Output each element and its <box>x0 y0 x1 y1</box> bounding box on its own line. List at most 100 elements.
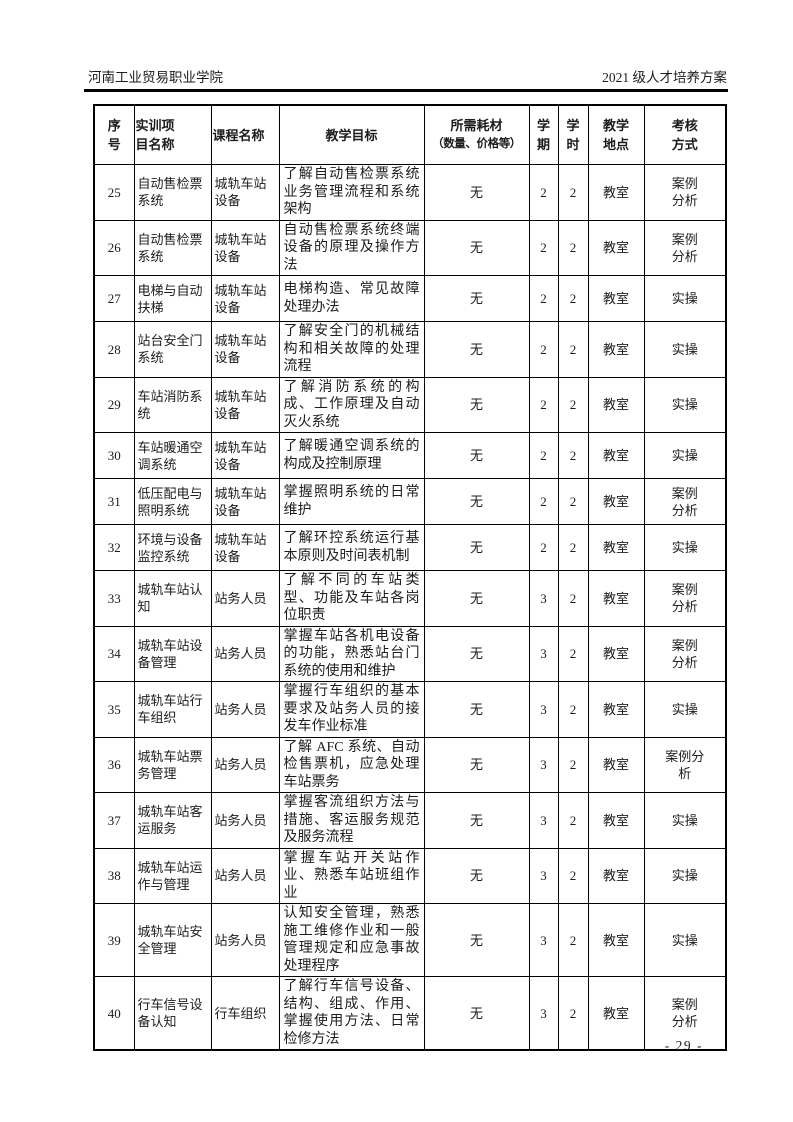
table-row: 27 电梯与自动扶梯 城轨车站设备 电梯构造、常见故障处理办法无 2 2 教室 实操 <box>93 275 727 322</box>
cell-assessment: 案例 分析 <box>643 625 727 682</box>
cell-location: 教室 <box>587 164 645 221</box>
cell-objective: 自动售检票系统终端设备的原理及操作方法 <box>278 219 425 276</box>
cell-no: 39 <box>93 903 135 977</box>
cell-course: 站务人员 <box>210 847 280 904</box>
cell-course: 站务人员 <box>210 736 280 793</box>
cell-course: 城轨车站设备 <box>210 432 280 479</box>
cell-location: 教室 <box>587 847 645 904</box>
cell-objective: 掌握车站各机电设备的功能，熟悉站台门系统的使用和维护 <box>278 625 425 682</box>
cell-consumables: 无 <box>423 847 530 904</box>
cell-location: 教室 <box>587 625 645 682</box>
table-header-row: 序 号 实训项 目名称 课程名称 教学目标 所需耗材 （数量、价格等） <box>93 104 727 165</box>
cell-no: 25 <box>93 164 135 221</box>
cell-assessment: 实操 <box>643 524 727 571</box>
cell-project: 城轨车站票务管理 <box>133 736 212 793</box>
cell-no: 33 <box>93 570 135 627</box>
cell-no: 32 <box>93 524 135 571</box>
table-header: 序 号 实训项 目名称 课程名称 教学目标 所需耗材 （数量、价格等） <box>93 104 727 165</box>
cell-semester: 3 <box>528 681 559 738</box>
cell-no: 34 <box>93 625 135 682</box>
table-row: 38 城轨车站运作与管理 站务人员 掌握车站开关站作业、熟悉车站班组作业无 3 2 教室 实操 <box>93 847 727 904</box>
cell-no: 35 <box>93 681 135 738</box>
column-header-hours: 学 时 <box>557 104 589 165</box>
table-row: 31 低压配电与照明系统 城轨车站设备 掌握照明系统的日常维护无 2 2 教室 案例 分析 <box>93 478 727 525</box>
cell-assessment: 实操 <box>643 321 727 378</box>
cell-hours: 2 <box>557 219 589 276</box>
header-line: 教学目标 <box>325 127 378 143</box>
cell-course: 城轨车站设备 <box>210 524 280 571</box>
cell-course: 城轨车站设备 <box>210 376 280 433</box>
cell-course: 城轨车站设备 <box>210 478 280 525</box>
cell-location: 教室 <box>587 321 645 378</box>
header-line: 目名称 <box>135 137 175 152</box>
cell-objective: 了解消防系统的构成、工作原理及自动灭火系统 <box>278 376 425 433</box>
cell-consumables: 无 <box>423 625 530 682</box>
column-header-project: 实训项 目名称 <box>133 104 212 165</box>
cell-project: 自动售检票系统 <box>133 219 212 276</box>
cell-semester: 3 <box>528 625 559 682</box>
cell-semester: 2 <box>528 478 559 525</box>
cell-semester: 2 <box>528 321 559 378</box>
cell-project: 城轨车站认知 <box>133 570 212 627</box>
cell-assessment: 实操 <box>643 847 727 904</box>
cell-course: 站务人员 <box>210 625 280 682</box>
cell-location: 教室 <box>587 275 645 322</box>
column-header-location: 教学 地点 <box>587 104 645 165</box>
cell-consumables: 无 <box>423 478 530 525</box>
table-row: 33 城轨车站认知 站务人员 了解不同的车站类型、功能及车站各岗位职责无 3 2 教室 案例 … <box>93 570 727 627</box>
header-line: 教学 <box>602 118 629 133</box>
cell-semester: 3 <box>528 847 559 904</box>
cell-hours: 2 <box>557 847 589 904</box>
cell-hours: 2 <box>557 376 589 433</box>
cell-no: 26 <box>93 219 135 276</box>
cell-no: 29 <box>93 376 135 433</box>
header-line: 期 <box>536 137 550 152</box>
cell-objective: 了解安全门的机械结构和相关故障的处理流程 <box>278 321 425 378</box>
cell-no: 31 <box>93 478 135 525</box>
cell-objective: 掌握照明系统的日常维护 <box>278 478 425 525</box>
cell-objective: 认知安全管理，熟悉施工维修作业和一般管理规定和应急事故处理程序 <box>278 903 425 977</box>
cell-semester: 2 <box>528 164 559 221</box>
cell-assessment: 实操 <box>643 275 727 322</box>
cell-consumables: 无 <box>423 432 530 479</box>
cell-project: 城轨车站设备管理 <box>133 625 212 682</box>
cell-hours: 2 <box>557 976 589 1051</box>
cell-assessment: 案例分 析 <box>643 736 727 793</box>
table-body: 25 自动售检票系统 城轨车站设备 了解自动售检票系统业务管理流程和系统架构无 2 2 教室… <box>93 164 727 1051</box>
cell-objective: 电梯构造、常见故障处理办法 <box>278 275 425 322</box>
cell-objective: 掌握客流组织方法与措施、客运服务规范及服务流程 <box>278 792 425 849</box>
cell-consumables: 无 <box>423 376 530 433</box>
cell-assessment: 实操 <box>643 376 727 433</box>
cell-course: 站务人员 <box>210 903 280 977</box>
table-row: 36 城轨车站票务管理 站务人员 了解 AFC 系统、自动检售票机，应急处理车站票务无… <box>93 736 727 793</box>
cell-semester: 3 <box>528 570 559 627</box>
cell-course: 城轨车站设备 <box>210 164 280 221</box>
training-program-table: 序 号 实训项 目名称 课程名称 教学目标 所需耗材 （数量、价格等） <box>93 104 727 1051</box>
cell-assessment: 实操 <box>643 681 727 738</box>
cell-location: 教室 <box>587 219 645 276</box>
cell-project: 城轨车站运作与管理 <box>133 847 212 904</box>
cell-project: 城轨车站行车组织 <box>133 681 212 738</box>
column-header-semester: 学 期 <box>528 104 559 165</box>
cell-hours: 2 <box>557 570 589 627</box>
cell-project: 车站消防系统 <box>133 376 212 433</box>
table-row: 34 城轨车站设备管理 站务人员 掌握车站各机电设备的功能，熟悉站台门系统的使用和维护… <box>93 625 727 682</box>
cell-location: 教室 <box>587 903 645 977</box>
table-row: 37 城轨车站客运服务 站务人员 掌握客流组织方法与措施、客运服务规范及服务流程无 3 2… <box>93 792 727 849</box>
cell-no: 27 <box>93 275 135 322</box>
cell-objective: 了解暖通空调系统的构成及控制原理 <box>278 432 425 479</box>
cell-hours: 2 <box>557 524 589 571</box>
header-divider-rule <box>84 89 728 92</box>
table-row: 25 自动售检票系统 城轨车站设备 了解自动售检票系统业务管理流程和系统架构无 2 2 教室… <box>93 164 727 221</box>
cell-objective: 掌握行车组织的基本要求及站务人员的接发车作业标准 <box>278 681 425 738</box>
table-row: 28 站台安全门系统 城轨车站设备 了解安全门的机械结构和相关故障的处理流程无 2 2 教室… <box>93 321 727 378</box>
cell-location: 教室 <box>587 432 645 479</box>
cell-assessment: 案例 分析 <box>643 976 727 1051</box>
cell-consumables: 无 <box>423 792 530 849</box>
cell-project: 电梯与自动扶梯 <box>133 275 212 322</box>
cell-no: 40 <box>93 976 135 1051</box>
cell-consumables: 无 <box>423 164 530 221</box>
cell-no: 28 <box>93 321 135 378</box>
column-header-course: 课程名称 <box>210 104 280 165</box>
column-header-no: 序 号 <box>93 104 135 165</box>
